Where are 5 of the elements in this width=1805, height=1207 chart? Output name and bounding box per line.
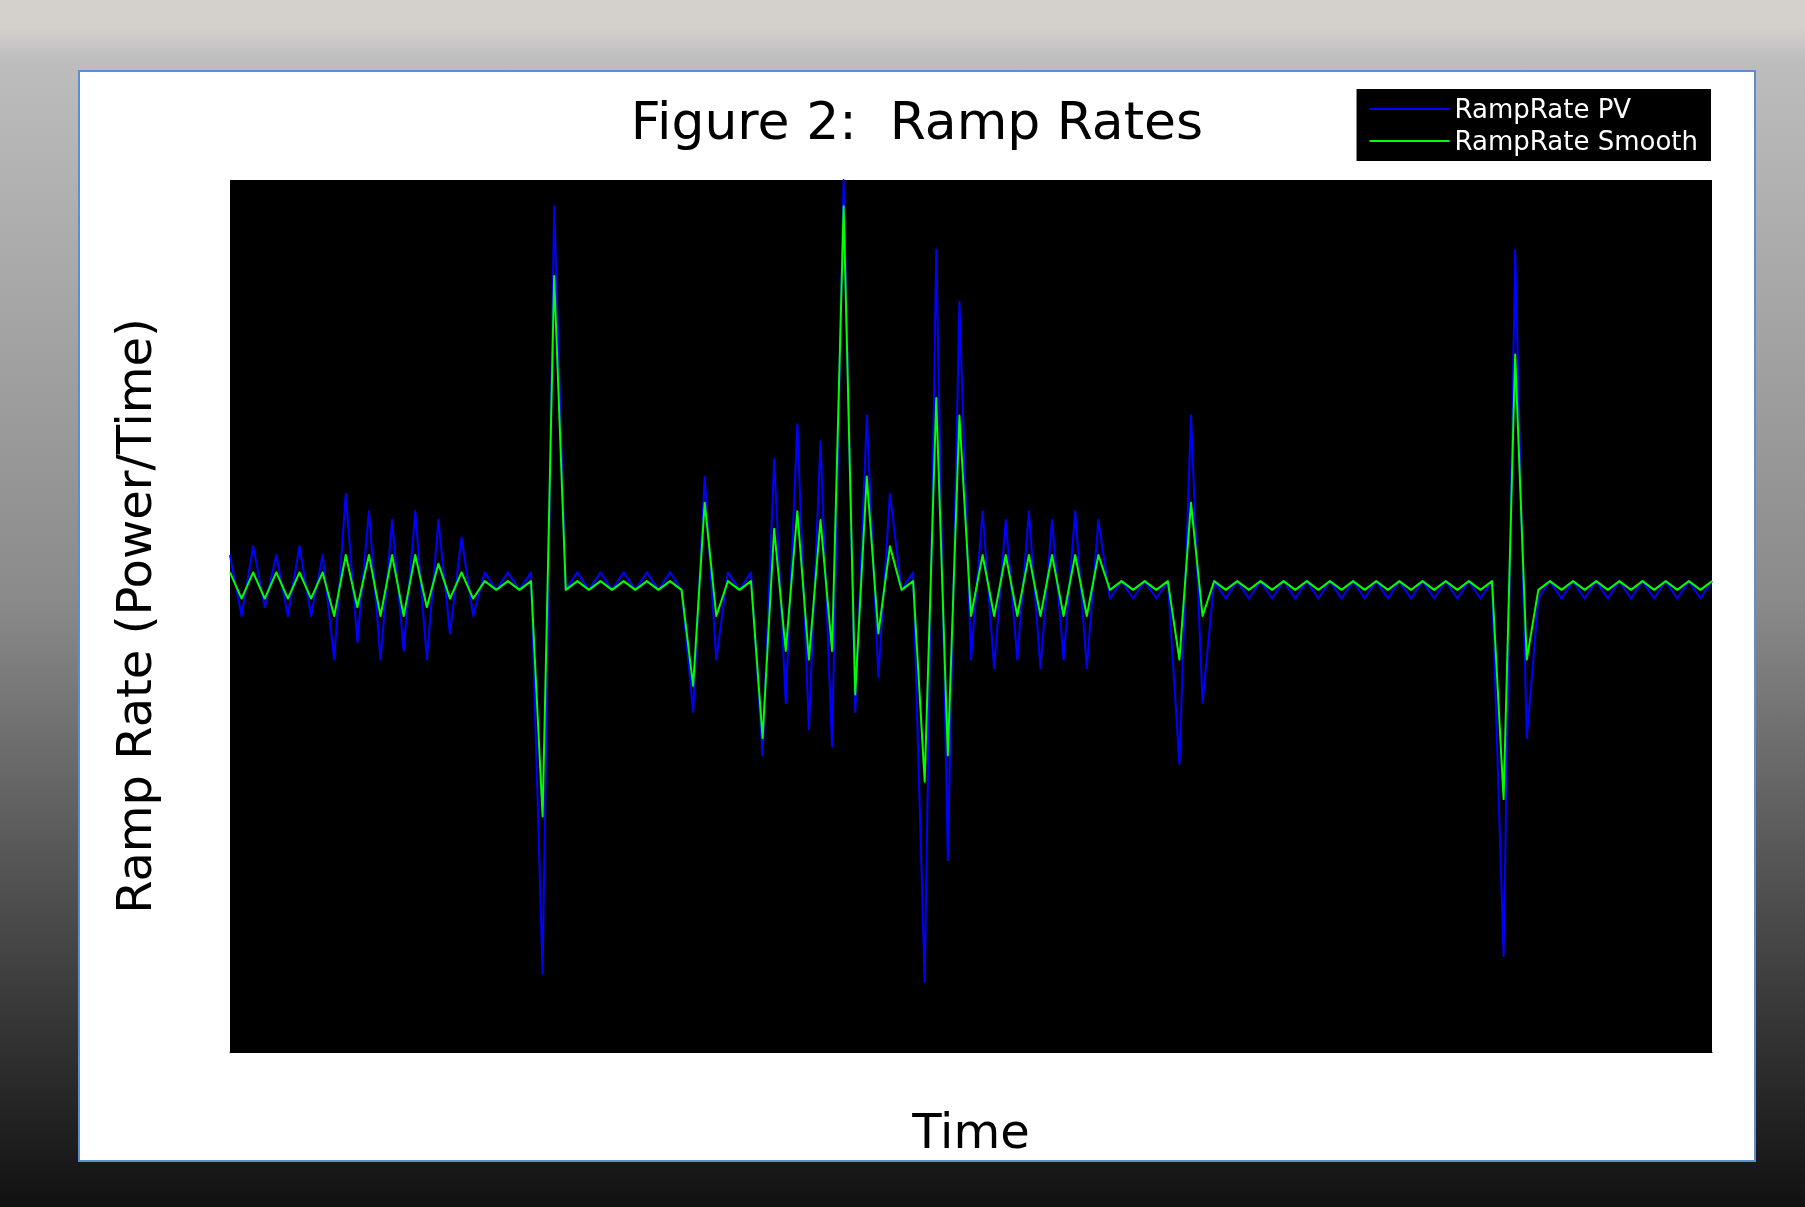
chart-title: Figure 2: Ramp Rates — [630, 91, 1204, 151]
x-axis-title: Time — [911, 1103, 1030, 1159]
legend-label: RampRate PV — [1454, 94, 1632, 124]
legend-label: RampRate Smooth — [1454, 126, 1699, 156]
y-axis-title: Ramp Rate (Power/Time) — [106, 318, 162, 914]
